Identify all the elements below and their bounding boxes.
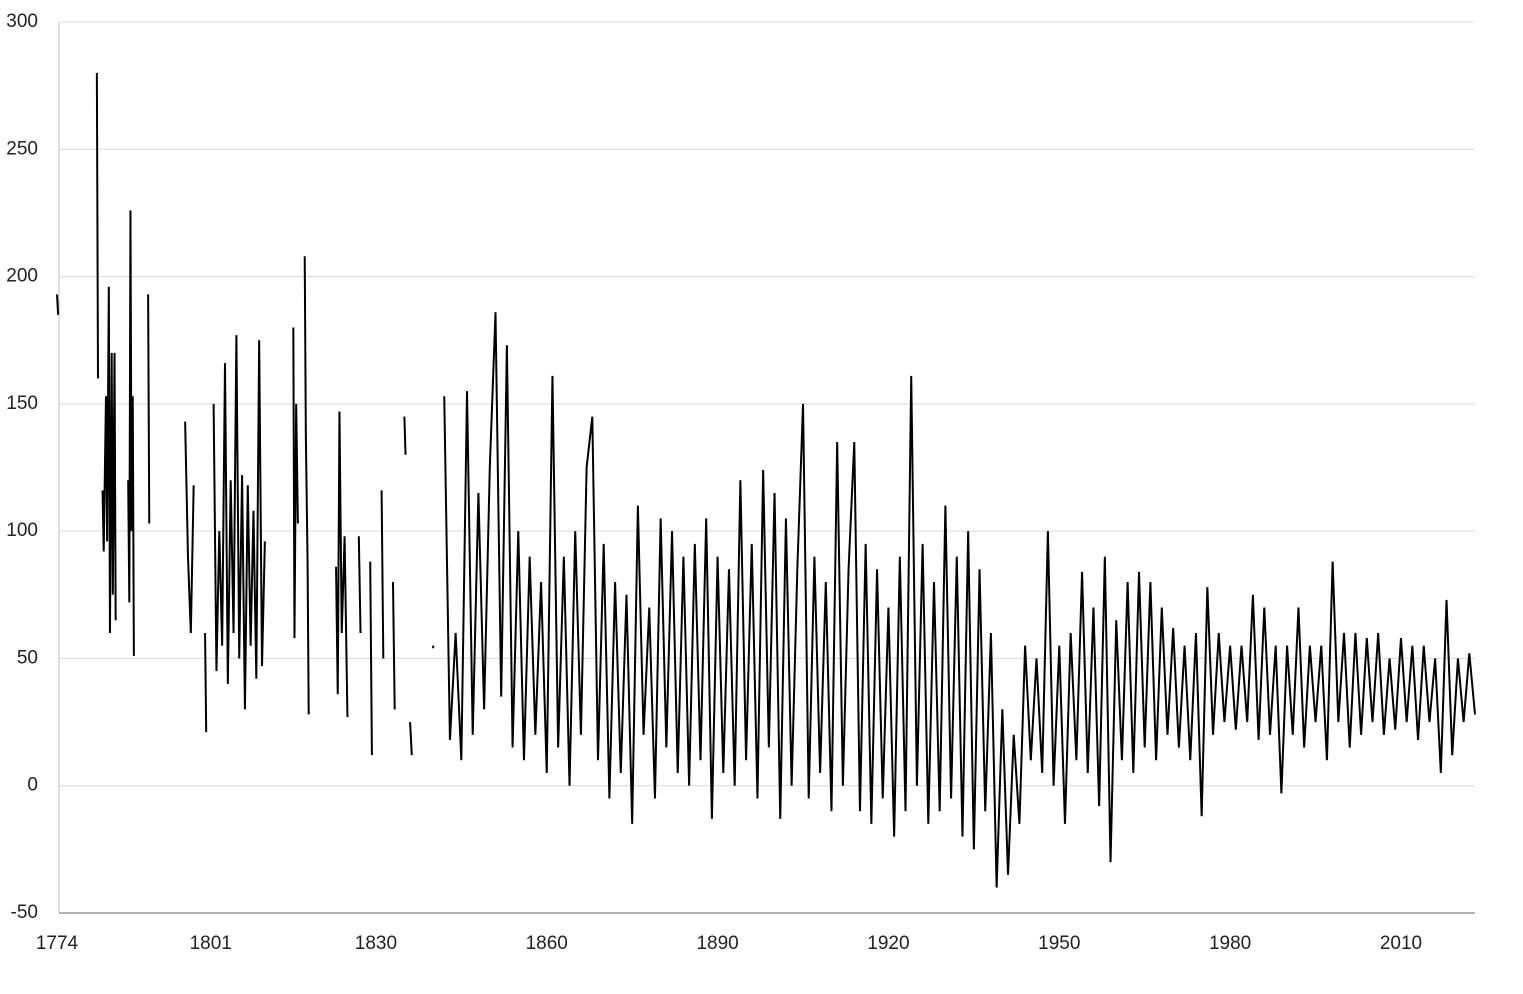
- line-segment: [303, 256, 310, 715]
- line-segment: [127, 210, 135, 656]
- line-segment: [409, 722, 413, 756]
- y-tick-label: 150: [6, 393, 38, 414]
- x-tick-label: 2010: [1380, 933, 1422, 954]
- y-tick-label: 0: [27, 775, 38, 796]
- x-tick-label: 1830: [355, 933, 397, 954]
- line-segment: [292, 327, 299, 639]
- line-segment: [101, 286, 117, 633]
- line-segment: [95, 72, 99, 379]
- x-tick-label: 1774: [36, 933, 79, 954]
- line-segment: [204, 632, 208, 733]
- y-tick-label: 100: [6, 520, 38, 541]
- x-tick-label: 1950: [1038, 933, 1080, 954]
- y-tick-label: 250: [6, 138, 38, 159]
- line-segment: [335, 411, 349, 717]
- x-tick-label: 1980: [1209, 933, 1251, 954]
- line-segment: [357, 536, 362, 633]
- y-tick-label: 200: [6, 266, 38, 287]
- y-tick-label: 50: [17, 647, 38, 668]
- y-tick-label: -50: [11, 902, 38, 923]
- x-tick-label: 1801: [190, 933, 232, 954]
- line-segment: [184, 421, 195, 634]
- line-segment: [369, 561, 373, 756]
- line-segment: [391, 582, 396, 710]
- line-segment: [380, 490, 385, 659]
- line-segment: [56, 294, 60, 315]
- line-segment: [212, 335, 266, 710]
- x-tick-label: 1890: [696, 933, 738, 954]
- x-tick-label: 1860: [526, 933, 568, 954]
- line-segment: [147, 294, 151, 524]
- line-segment: [403, 416, 407, 455]
- y-tick-label: 300: [6, 11, 38, 32]
- line-segment: [431, 645, 435, 649]
- line-segment: [443, 312, 1476, 888]
- x-tick-label: 1920: [867, 933, 909, 954]
